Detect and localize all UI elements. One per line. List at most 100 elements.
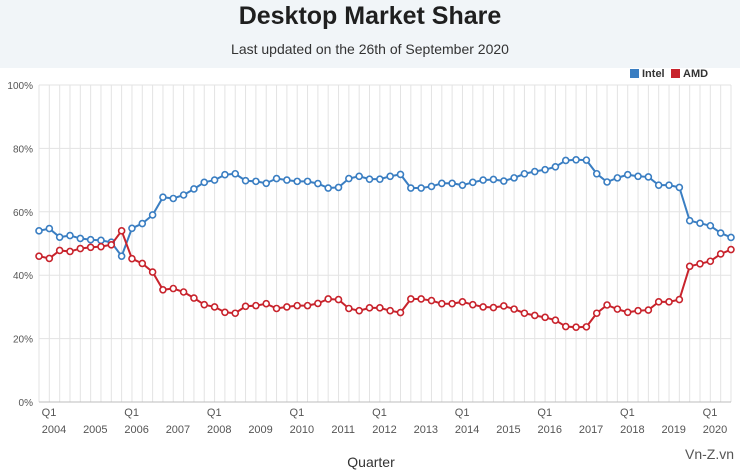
data-point-intel[interactable]	[551, 162, 560, 171]
data-point-intel[interactable]	[665, 181, 673, 189]
data-point-amd[interactable]	[210, 303, 219, 311]
data-point-intel[interactable]	[530, 167, 539, 176]
data-point-intel[interactable]	[221, 170, 229, 179]
data-point-intel[interactable]	[324, 184, 332, 192]
data-point-amd[interactable]	[427, 296, 436, 305]
data-point-intel[interactable]	[314, 179, 322, 188]
data-point-amd[interactable]	[231, 309, 240, 318]
data-point-amd[interactable]	[561, 322, 570, 331]
data-point-intel[interactable]	[252, 177, 260, 186]
data-point-amd[interactable]	[685, 262, 694, 271]
data-point-intel[interactable]	[582, 156, 591, 164]
data-point-intel[interactable]	[603, 178, 611, 186]
data-point-intel[interactable]	[654, 181, 663, 189]
data-point-amd[interactable]	[303, 301, 312, 310]
data-point-intel[interactable]	[696, 219, 704, 228]
data-point-intel[interactable]	[345, 174, 353, 183]
data-point-intel[interactable]	[262, 179, 271, 188]
data-point-amd[interactable]	[716, 250, 725, 258]
data-point-intel[interactable]	[407, 184, 415, 192]
data-point-amd[interactable]	[179, 288, 188, 296]
data-point-amd[interactable]	[644, 306, 653, 314]
data-point-amd[interactable]	[107, 240, 116, 249]
legend[interactable]: Intel AMD	[630, 68, 708, 80]
data-point-intel[interactable]	[283, 176, 291, 184]
data-point-amd[interactable]	[386, 306, 394, 315]
data-point-amd[interactable]	[376, 304, 384, 312]
data-point-intel[interactable]	[468, 178, 477, 187]
data-point-amd[interactable]	[510, 305, 518, 313]
data-point-amd[interactable]	[97, 242, 105, 251]
data-point-amd[interactable]	[283, 303, 291, 311]
data-point-amd[interactable]	[293, 301, 302, 310]
data-point-amd[interactable]	[582, 323, 591, 331]
data-point-intel[interactable]	[86, 235, 95, 244]
data-point-amd[interactable]	[592, 309, 601, 318]
data-point-amd[interactable]	[407, 295, 415, 303]
data-point-intel[interactable]	[499, 177, 508, 185]
data-point-intel[interactable]	[489, 175, 498, 184]
data-point-intel[interactable]	[510, 174, 518, 182]
data-point-amd[interactable]	[706, 257, 715, 266]
data-point-amd[interactable]	[200, 300, 209, 309]
data-point-intel[interactable]	[417, 184, 425, 192]
data-point-intel[interactable]	[159, 193, 167, 202]
data-point-amd[interactable]	[489, 303, 498, 312]
data-point-amd[interactable]	[355, 306, 363, 315]
data-point-intel[interactable]	[634, 172, 642, 181]
data-point-amd[interactable]	[634, 306, 642, 315]
data-point-amd[interactable]	[221, 308, 229, 317]
data-point-amd[interactable]	[468, 300, 477, 309]
data-point-intel[interactable]	[231, 169, 240, 178]
data-point-amd[interactable]	[530, 311, 539, 320]
data-point-amd[interactable]	[262, 299, 271, 308]
data-point-intel[interactable]	[623, 170, 632, 179]
data-point-intel[interactable]	[241, 176, 250, 185]
data-point-intel[interactable]	[272, 174, 281, 183]
data-point-intel[interactable]	[179, 191, 188, 199]
data-point-amd[interactable]	[603, 301, 611, 309]
data-point-intel[interactable]	[438, 179, 446, 188]
data-point-intel[interactable]	[458, 181, 467, 189]
data-point-intel[interactable]	[45, 224, 54, 233]
data-point-intel[interactable]	[561, 156, 570, 165]
data-point-intel[interactable]	[592, 169, 601, 178]
data-point-amd[interactable]	[365, 304, 374, 312]
data-point-amd[interactable]	[159, 285, 167, 294]
data-point-intel[interactable]	[520, 169, 529, 178]
data-point-intel[interactable]	[128, 224, 136, 233]
data-point-amd[interactable]	[334, 295, 343, 304]
data-point-amd[interactable]	[148, 268, 157, 276]
data-point-intel[interactable]	[675, 183, 684, 192]
data-point-amd[interactable]	[314, 299, 322, 308]
data-point-intel[interactable]	[117, 252, 126, 260]
data-point-intel[interactable]	[303, 177, 312, 186]
data-point-intel[interactable]	[190, 185, 198, 193]
data-point-intel[interactable]	[396, 170, 405, 179]
data-point-amd[interactable]	[190, 294, 198, 302]
data-point-amd[interactable]	[86, 243, 95, 252]
data-point-intel[interactable]	[355, 172, 363, 181]
data-point-intel[interactable]	[200, 178, 209, 187]
data-point-amd[interactable]	[665, 298, 673, 306]
data-point-intel[interactable]	[210, 176, 219, 184]
data-point-amd[interactable]	[438, 299, 446, 308]
data-point-amd[interactable]	[572, 323, 580, 331]
data-point-intel[interactable]	[706, 221, 715, 230]
data-point-amd[interactable]	[675, 295, 684, 304]
data-point-amd[interactable]	[169, 284, 178, 293]
data-point-intel[interactable]	[644, 173, 653, 181]
data-point-intel[interactable]	[97, 236, 105, 245]
data-point-amd[interactable]	[696, 259, 704, 268]
data-point-amd[interactable]	[541, 313, 549, 322]
data-point-amd[interactable]	[117, 227, 126, 235]
data-point-amd[interactable]	[345, 304, 353, 313]
data-point-intel[interactable]	[448, 179, 456, 188]
data-point-intel[interactable]	[572, 156, 580, 164]
data-point-amd[interactable]	[138, 259, 147, 268]
data-point-amd[interactable]	[241, 302, 250, 311]
data-point-amd[interactable]	[417, 295, 425, 303]
data-point-intel[interactable]	[365, 175, 374, 183]
data-point-amd[interactable]	[396, 308, 405, 317]
data-point-amd[interactable]	[66, 247, 74, 256]
